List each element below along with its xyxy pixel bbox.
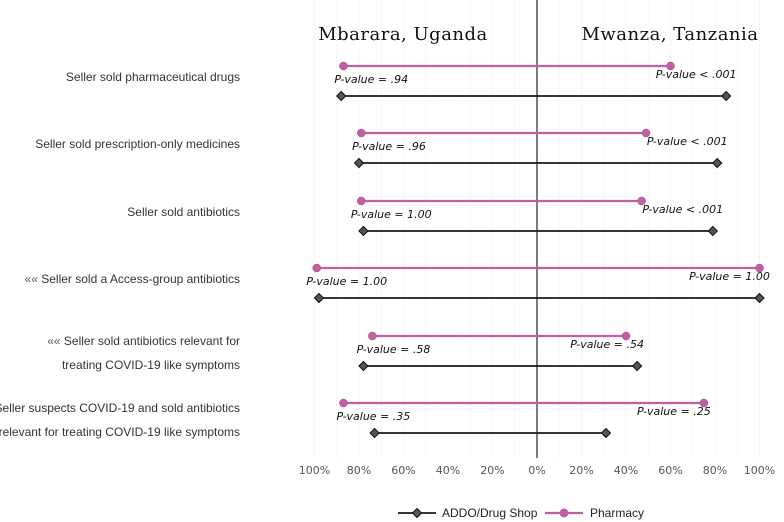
p-value-tanzania: P-value < .001 xyxy=(642,203,723,216)
data-marks xyxy=(312,61,765,439)
category-label: treating COVID-19 like symptoms xyxy=(62,358,240,372)
addo-tanzania-point xyxy=(600,427,612,439)
p-value-labels: P-value = .94 P-value = .96 P-value = 1.00… xyxy=(306,68,770,423)
addo-tanzania-point xyxy=(720,90,732,102)
p-value-uganda: P-value = .58 xyxy=(357,343,431,356)
category-text: Seller sold antibiotics xyxy=(127,205,240,219)
x-tick-label: 80% xyxy=(347,464,371,477)
category-text: relevant for treating COVID-19 like symp… xyxy=(0,425,240,439)
pharmacy-uganda-point xyxy=(356,128,366,138)
category-text: Seller suspects COVID-19 and sold antibi… xyxy=(0,401,240,415)
category-labels: Seller sold pharmaceutical drugs Seller s… xyxy=(0,70,240,439)
p-value-tanzania: P-value = .25 xyxy=(637,405,711,418)
category-label: «« Seller sold a Access-group antibiotic… xyxy=(25,272,240,286)
pharmacy-uganda-point xyxy=(339,398,348,408)
x-tick-label: 80% xyxy=(703,464,727,477)
x-tick-label: 100% xyxy=(299,464,330,477)
category-text: Seller sold prescription-only medicines xyxy=(35,137,240,151)
x-tick-label: 20% xyxy=(569,464,593,477)
pharmacy-uganda-point xyxy=(312,263,321,273)
p-value-uganda: P-value = .35 xyxy=(337,410,411,423)
category-text: Seller sold pharmaceutical drugs xyxy=(66,70,240,84)
x-tick-label: 100% xyxy=(744,464,775,477)
addo-uganda-point xyxy=(358,360,369,372)
legend: ADDO/Drug Shop Pharmacy xyxy=(398,506,644,520)
category-text: treating COVID-19 like symptoms xyxy=(62,358,240,372)
p-value-uganda: P-value = .94 xyxy=(334,73,408,86)
pharmacy-tanzania-point xyxy=(621,331,631,341)
x-tick-label: 60% xyxy=(391,464,415,477)
category-label: Seller sold antibiotics xyxy=(127,205,240,219)
x-tick-label: 20% xyxy=(480,464,504,477)
category-label: relevant for treating COVID-19 like symp… xyxy=(0,425,240,439)
category-label: Seller sold prescription-only medicines xyxy=(35,137,240,151)
x-tick-label: 40% xyxy=(614,464,638,477)
pharmacy-uganda-point xyxy=(356,196,366,206)
p-value-uganda: P-value = 1.00 xyxy=(351,208,432,221)
pharmacy-tanzania-point xyxy=(637,196,646,206)
x-tick-label: 40% xyxy=(436,464,460,477)
pharmacy-tanzania-point xyxy=(641,128,651,138)
pharmacy-tanzania-point xyxy=(755,263,764,273)
addo-tanzania-point xyxy=(631,360,643,372)
addo-tanzania-point xyxy=(707,225,718,237)
p-value-tanzania: P-value < .001 xyxy=(656,68,737,81)
addo-uganda-point xyxy=(353,157,365,169)
panel-title-tanzania: Mwanza, Tanzania xyxy=(581,24,758,45)
legend-pharmacy-marker xyxy=(559,508,569,518)
p-value-uganda: P-value = .96 xyxy=(352,140,426,153)
category-prefix: «« xyxy=(47,334,64,348)
addo-uganda-point xyxy=(313,292,325,304)
category-text: Seller sold antibiotics relevant for xyxy=(64,334,240,348)
legend-addo-marker xyxy=(411,507,423,519)
pharmacy-tanzania-point xyxy=(666,61,675,71)
category-label: **Seller suspects COVID-19 and sold anti… xyxy=(0,401,240,415)
category-prefix: «« xyxy=(25,272,42,286)
x-tick-label: 60% xyxy=(658,464,682,477)
p-value-tanzania: P-value < .001 xyxy=(647,135,728,148)
p-value-tanzania: P-value = 1.00 xyxy=(689,270,770,283)
category-label: «« Seller sold antibiotics relevant for xyxy=(47,334,240,348)
pharmacy-uganda-point xyxy=(368,331,377,341)
addo-tanzania-point xyxy=(712,157,723,169)
pharmacy-tanzania-point xyxy=(699,398,709,408)
p-value-tanzania: P-value = .54 xyxy=(570,338,644,351)
pharmacy-uganda-point xyxy=(339,61,348,71)
legend-pharmacy-label: Pharmacy xyxy=(590,506,644,520)
addo-uganda-point xyxy=(335,90,347,102)
p-value-uganda: P-value = 1.00 xyxy=(306,275,387,288)
addo-uganda-point xyxy=(358,225,369,237)
panel-title-uganda: Mbarara, Uganda xyxy=(318,24,488,45)
x-axis-ticks: 100% 80% 60% 40% 20% 0% 20% 40% 60% 80% 100% xyxy=(299,464,775,477)
category-text: Seller sold a Access-group antibiotics xyxy=(41,272,240,286)
addo-tanzania-point xyxy=(754,292,765,304)
category-label: Seller sold pharmaceutical drugs xyxy=(66,70,240,84)
legend-addo-label: ADDO/Drug Shop xyxy=(442,506,538,520)
addo-uganda-point xyxy=(369,427,380,439)
x-tick-label: 0% xyxy=(528,464,545,477)
